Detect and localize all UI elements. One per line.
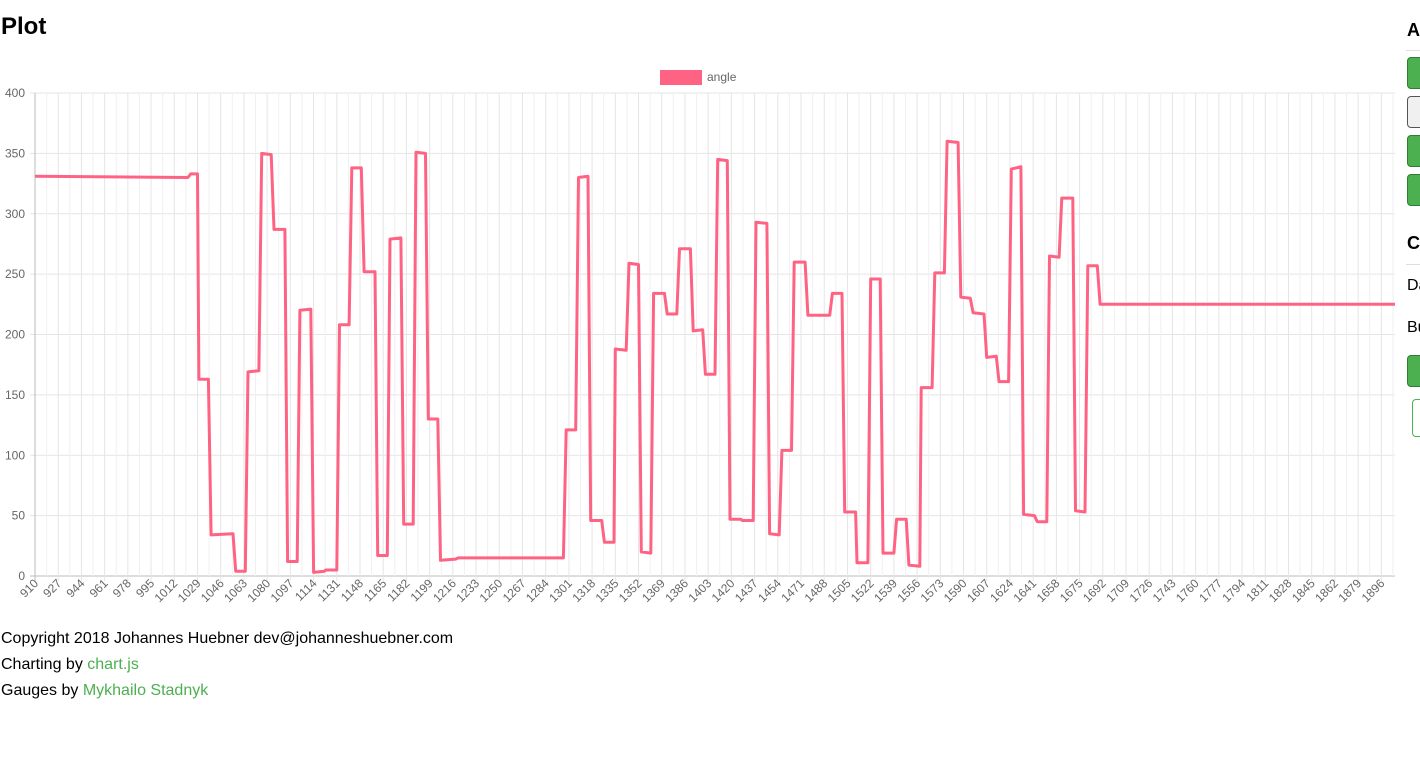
x-tick-label: 1335 (593, 576, 622, 605)
side-divider-2 (1406, 264, 1420, 265)
side-button-4[interactable] (1407, 174, 1420, 206)
x-tick-label: 1165 (361, 576, 389, 604)
x-tick-label: 1199 (408, 576, 436, 604)
y-tick-label: 150 (5, 388, 25, 402)
x-tick-label: 1114 (292, 576, 320, 604)
y-tick-label: 400 (5, 86, 25, 100)
side-label-1: Da (1407, 277, 1420, 294)
x-tick-label: 961 (87, 576, 111, 600)
x-tick-label: 1658 (1034, 576, 1063, 605)
x-tick-label: 1488 (802, 576, 831, 605)
x-tick-label: 1284 (523, 576, 552, 605)
x-tick-label: 1233 (453, 576, 482, 605)
x-tick-label: 944 (63, 576, 87, 600)
charting-credit: Charting by chart.js (1, 656, 139, 673)
x-tick-label: 1828 (1266, 576, 1295, 605)
x-tick-label: 1097 (268, 576, 297, 605)
x-tick-label: 1811 (1243, 576, 1271, 604)
x-tick-label: 1505 (825, 576, 854, 605)
x-tick-label: 1403 (686, 576, 715, 605)
x-tick-label: 1012 (152, 576, 181, 605)
x-axis: 910 927 944 961 978 9951012102910461063108010… (17, 576, 1388, 605)
x-tick-label: 1539 (871, 576, 900, 605)
x-tick-label: 1131 (315, 576, 343, 604)
chart-grid (30, 92, 1395, 581)
y-tick-label: 0 (18, 569, 25, 583)
x-tick-label: 1352 (616, 576, 645, 605)
series-line-angle (34, 139, 1395, 574)
x-tick-label: 1743 (1150, 576, 1179, 605)
x-tick-label: 1063 (221, 576, 250, 605)
x-tick-label: 1896 (1359, 576, 1388, 605)
side-button-5[interactable] (1407, 355, 1420, 387)
x-tick-label: 1590 (941, 576, 970, 605)
x-tick-label: 1522 (848, 576, 877, 605)
x-tick-label: 1675 (1057, 576, 1086, 605)
x-tick-label: 1046 (198, 576, 227, 605)
x-tick-label: 1250 (477, 576, 506, 605)
x-tick-label: 1845 (1289, 576, 1318, 605)
x-tick-label: 1862 (1312, 576, 1341, 605)
y-tick-label: 300 (5, 207, 25, 221)
x-tick-label: 1777 (1196, 576, 1225, 605)
x-tick-label: 1369 (639, 576, 668, 605)
x-tick-label: 1454 (755, 576, 784, 605)
x-tick-label: 1080 (244, 576, 273, 605)
x-tick-label: 1148 (338, 576, 366, 604)
chartjs-link[interactable]: chart.js (87, 656, 139, 673)
x-tick-label: 1709 (1103, 576, 1132, 605)
x-tick-label: 927 (40, 576, 64, 600)
copyright-text: Copyright 2018 Johannes Huebner dev@joha… (1, 630, 454, 647)
gauges-credit: Gauges by Mykhailo Stadnyk (1, 682, 209, 699)
x-tick-label: 1318 (569, 576, 598, 605)
side-input[interactable] (1412, 399, 1420, 437)
x-tick-label: 1692 (1080, 576, 1109, 605)
x-tick-label: 1267 (500, 576, 529, 605)
y-tick-label: 50 (12, 509, 26, 523)
side-button-2[interactable] (1407, 96, 1420, 128)
side-button-3[interactable] (1407, 135, 1420, 167)
x-tick-label: 1301 (546, 576, 575, 605)
x-tick-label: 1624 (987, 576, 1016, 605)
x-tick-label: 1607 (964, 576, 993, 605)
gauges-author-link[interactable]: Mykhailo Stadnyk (82, 682, 209, 699)
side-heading-1: A (1407, 20, 1420, 40)
y-tick-label: 350 (5, 146, 25, 160)
chart-legend[interactable]: angle (660, 70, 737, 85)
x-tick-label: 1029 (175, 576, 204, 605)
x-tick-label: 1420 (709, 576, 738, 605)
x-tick-label: 1726 (1127, 576, 1156, 605)
side-button-1[interactable] (1407, 57, 1420, 89)
footer: Copyright 2018 Johannes Huebner dev@joha… (1, 626, 453, 704)
x-tick-label: 978 (110, 576, 134, 600)
side-label-2: Bu (1407, 319, 1420, 336)
x-tick-label: 1437 (732, 576, 761, 605)
side-heading-2: C (1407, 233, 1420, 253)
line-chart: angle 0 50 100 150 200 250 300 350 400 910 927 944… (5, 70, 1395, 605)
y-tick-label: 200 (5, 328, 25, 342)
x-tick-label: 1182 (384, 576, 412, 604)
page-title: Plot (1, 13, 47, 40)
y-tick-label: 100 (5, 448, 25, 462)
x-tick-label: 1216 (430, 576, 459, 605)
x-tick-label: 1879 (1335, 576, 1364, 605)
y-tick-label: 250 (5, 267, 25, 281)
y-axis: 0 50 100 150 200 250 300 350 400 (5, 86, 25, 583)
x-tick-label: 1471 (778, 576, 807, 605)
x-tick-label: 1386 (662, 576, 691, 605)
x-tick-label: 1556 (894, 576, 923, 605)
legend-label: angle (707, 70, 737, 84)
x-tick-label: 1794 (1219, 576, 1248, 605)
side-divider-1 (1406, 50, 1420, 51)
x-tick-label: 1573 (918, 576, 947, 605)
x-tick-label: 1641 (1010, 576, 1039, 605)
legend-swatch (660, 70, 702, 85)
x-tick-label: 1760 (1173, 576, 1202, 605)
